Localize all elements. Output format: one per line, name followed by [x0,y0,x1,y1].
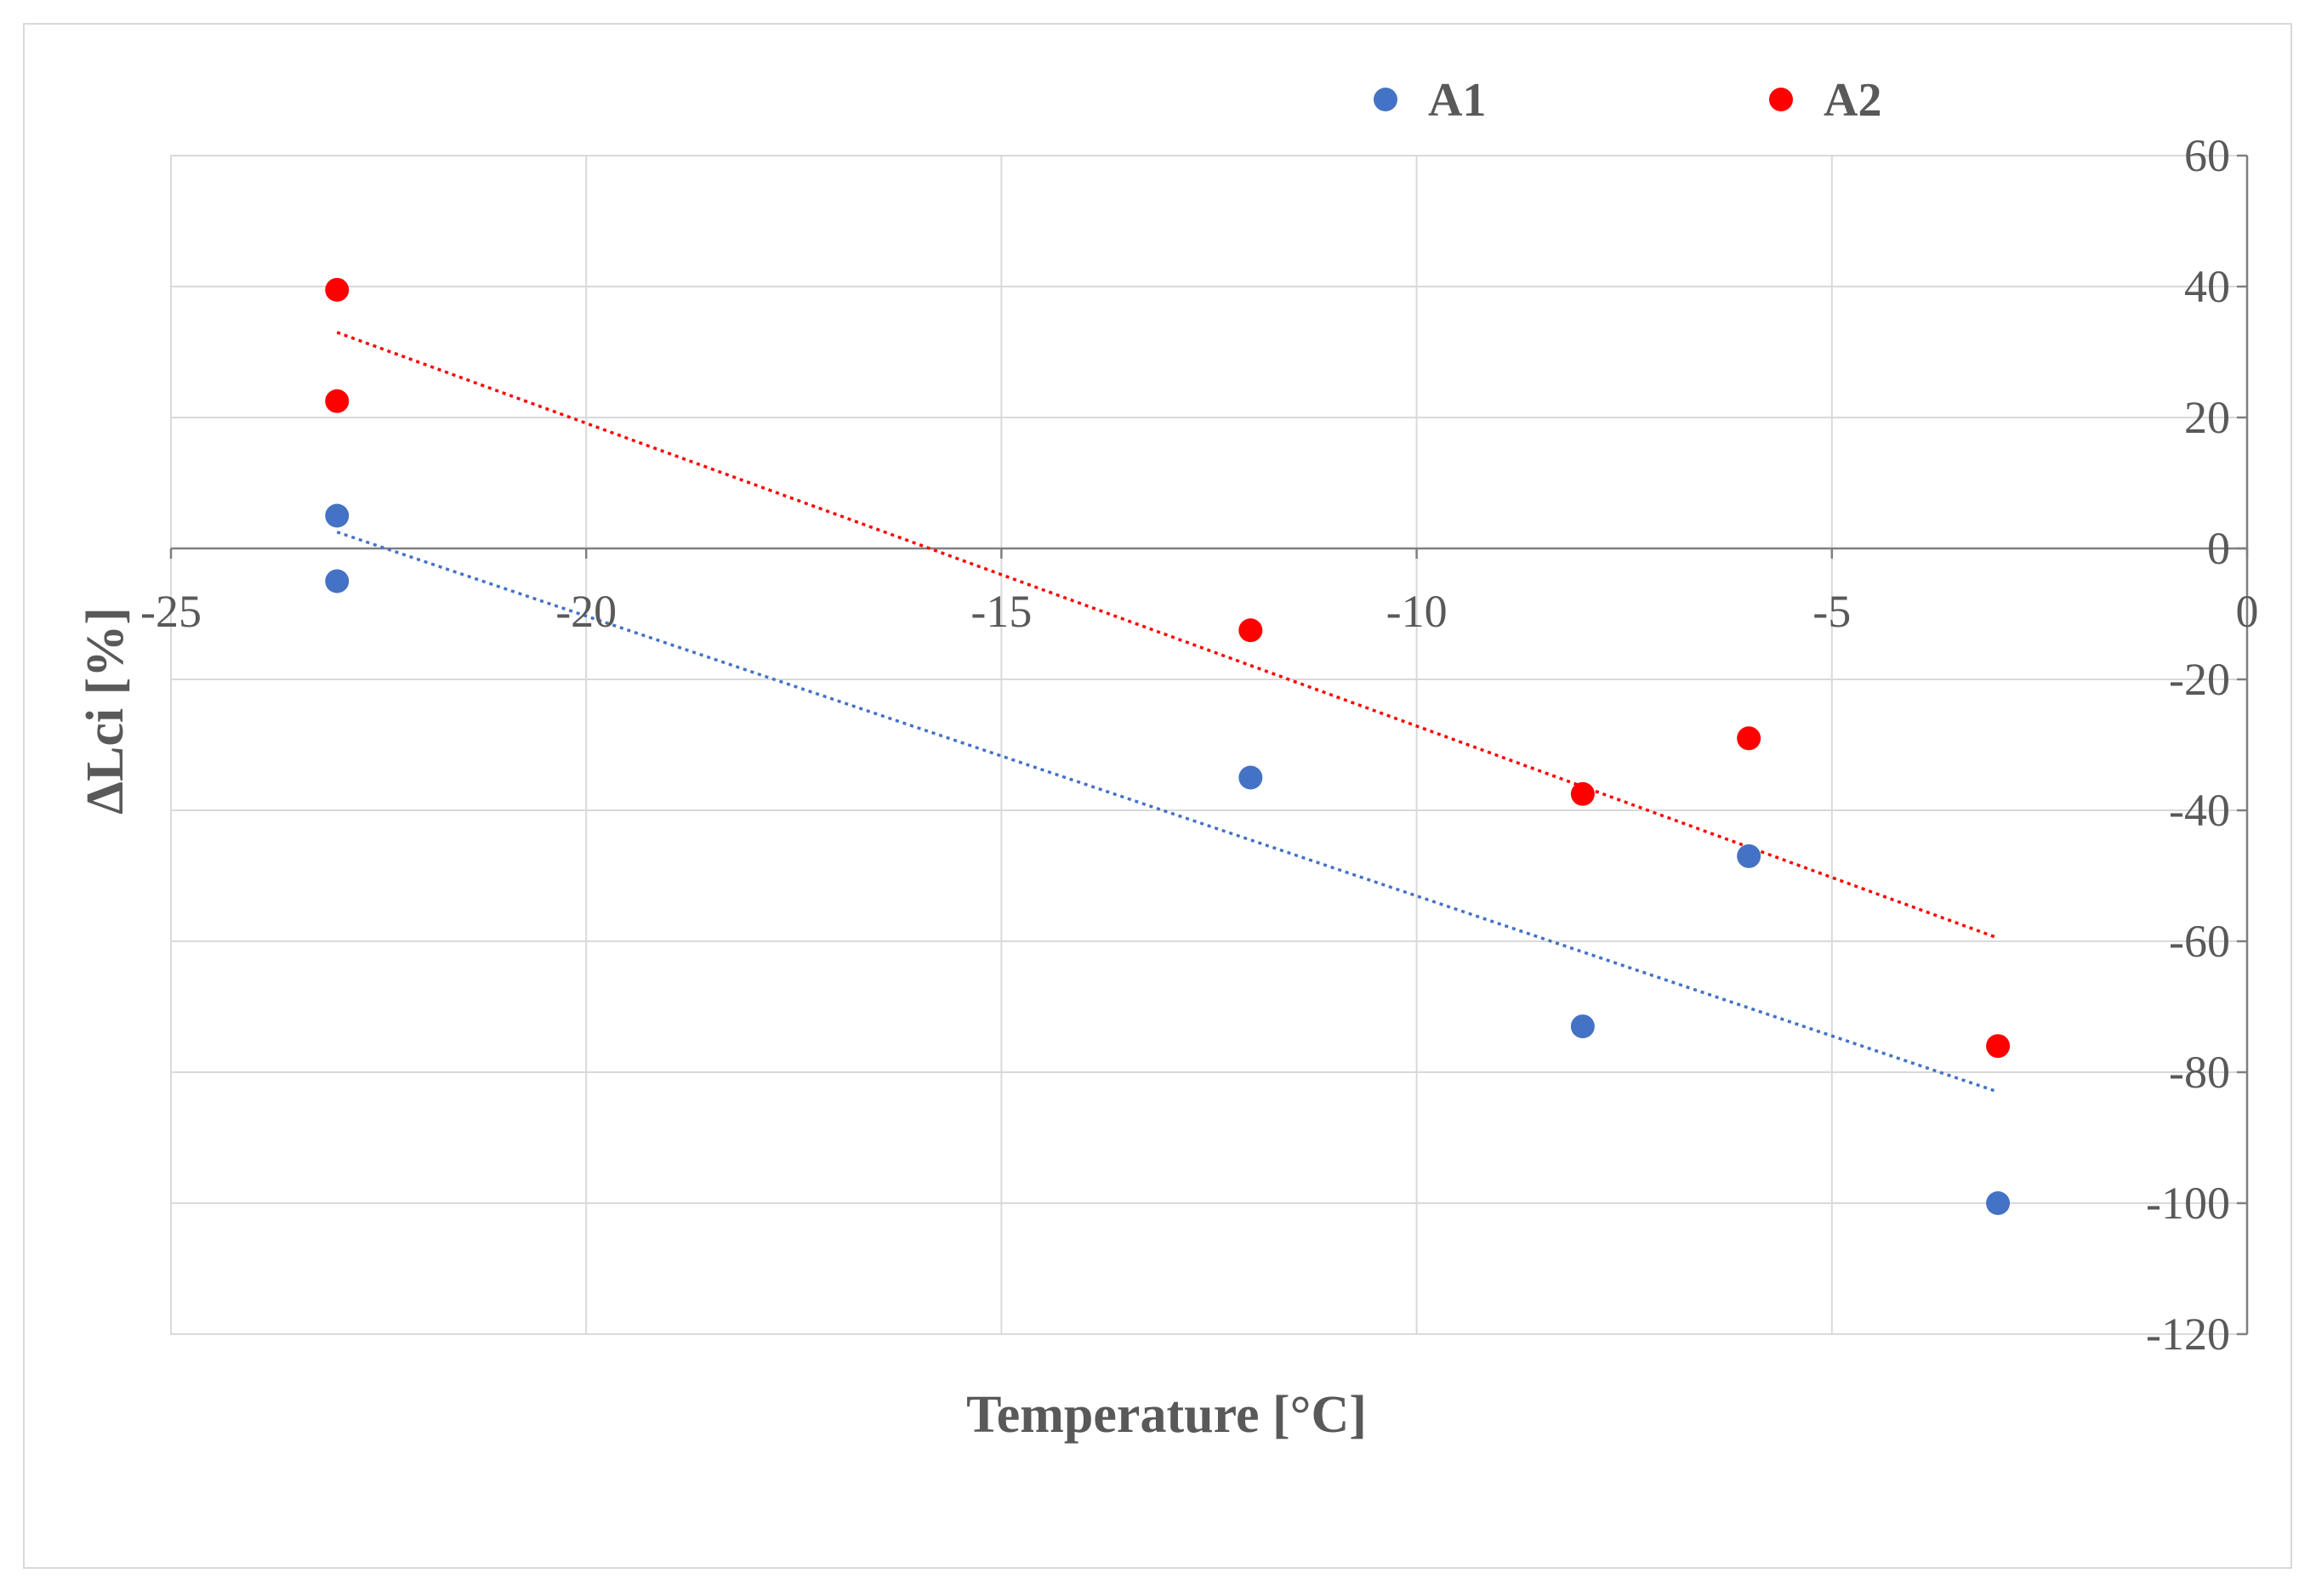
point-a1 [1986,1191,2011,1215]
trendline-layer [336,331,1999,1093]
legend-marker-a1 [1374,88,1397,111]
point-a2 [1986,1034,2011,1059]
point-a2 [1570,781,1595,806]
axis-layer [169,154,2249,1336]
y-tick-label: 60 [2184,130,2230,181]
x-tick-label: -25 [140,586,202,637]
legend-label-a1: A1 [1428,74,1486,127]
legend-label-a2: A2 [1824,74,1881,127]
y-tick-label: 40 [2184,261,2230,312]
point-a1 [1238,765,1263,790]
y-axis-title: ΔLci [%] [77,607,134,815]
x-axis-title: Temperature [°C] [966,1386,1367,1444]
y-tick-label: -60 [2169,916,2230,967]
point-a2 [1238,618,1263,643]
point-a1 [325,569,350,594]
trendline-a1 [336,531,1999,1093]
y-tick-label: -20 [2169,654,2230,705]
x-tick-label: 0 [2236,586,2259,637]
point-layer [325,277,2011,1215]
y-tick-label: -100 [2146,1178,2230,1229]
plot-area-border [170,155,2248,1335]
y-tick-label: -80 [2169,1047,2230,1098]
y-tick-label: -120 [2146,1309,2230,1360]
point-a1 [325,503,350,528]
y-tick-label: 20 [2184,392,2230,443]
legend-marker-a2 [1769,88,1793,111]
point-a2 [1737,726,1761,751]
point-a1 [1737,843,1761,868]
point-a2 [325,389,350,413]
point-a2 [325,277,350,302]
point-a1 [1570,1014,1595,1039]
legend: A1 A2 [1374,74,1881,127]
x-tick-label: -20 [555,586,617,637]
chart-frame: 60 40 20 0 -20 -40 -60 -80 -100 -120 -25 -20 -15 -10-… [23,23,2292,1569]
x-tick-label: -10 [1386,586,1448,637]
grid-layer [170,155,2248,1335]
y-tick-label: -40 [2169,785,2230,836]
x-tick-label: -15 [970,586,1032,637]
y-tick-label: 0 [2207,523,2230,574]
x-tick-label: -5 [1812,586,1851,637]
